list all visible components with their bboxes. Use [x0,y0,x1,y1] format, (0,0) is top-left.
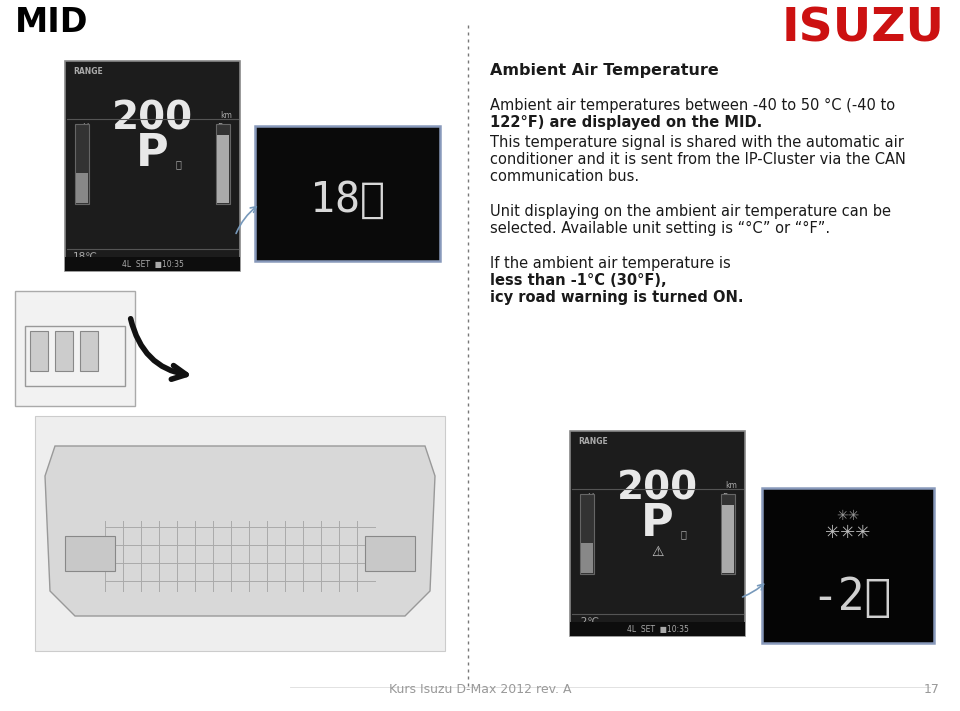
Text: C  AUTO ILLUMI  E: C AUTO ILLUMI E [578,624,637,630]
Bar [76,173,88,203]
Bar [762,488,934,643]
Text: conditioner and it is sent from the IP-Cluster via the CAN: conditioner and it is sent from the IP-C… [490,152,906,167]
Text: RANGE: RANGE [73,67,103,76]
Bar [570,622,745,636]
Bar [25,326,125,386]
Bar [255,126,440,261]
Text: MID: MID [15,6,88,39]
Text: P: P [641,503,674,545]
Bar [30,331,48,371]
Bar [55,331,73,371]
Text: Ambient Air Temperature: Ambient Air Temperature [490,63,719,78]
Text: If the ambient air temperature is: If the ambient air temperature is [490,256,735,271]
Bar [216,124,230,204]
Text: -2℃: -2℃ [811,577,892,619]
Text: km: km [725,481,737,490]
Bar [581,543,593,573]
Text: H: H [82,123,88,132]
Text: P: P [136,132,169,176]
Text: This temperature signal is shared with the automatic air: This temperature signal is shared with t… [490,135,904,150]
Text: ✳✳: ✳✳ [836,509,859,523]
Text: ⛽: ⛽ [681,529,686,539]
Text: ⛽: ⛽ [176,159,181,169]
Bar [65,61,240,271]
Text: ISUZU: ISUZU [782,6,945,51]
Text: ✳✳✳: ✳✳✳ [826,524,871,542]
Bar [570,431,745,636]
Text: F: F [723,493,728,502]
Text: selected. Available unit setting is “°C” or “°F”.: selected. Available unit setting is “°C”… [490,221,830,236]
Polygon shape [45,446,435,616]
Text: 122°F) are displayed on the MID.: 122°F) are displayed on the MID. [490,115,762,130]
Text: 200: 200 [112,99,193,137]
Bar [65,536,115,571]
Text: 200: 200 [617,469,698,507]
Bar [75,124,89,204]
Text: Ambient air temperatures between -40 to 50 °C (-40 to: Ambient air temperatures between -40 to … [490,98,895,113]
Text: 18℃: 18℃ [73,252,98,262]
Text: 4L  SET  ■10:35: 4L SET ■10:35 [627,625,688,634]
Text: less than -1°C (30°F),: less than -1°C (30°F), [490,273,666,288]
Text: 18℃: 18℃ [310,179,385,221]
Text: communication bus.: communication bus. [490,169,639,184]
Bar [80,331,98,371]
Bar [217,135,229,203]
Bar [65,257,240,271]
Bar [722,505,734,573]
Text: Kurs Isuzu D-Max 2012 rev. A: Kurs Isuzu D-Max 2012 rev. A [389,683,571,696]
Text: icy road warning is turned ON.: icy road warning is turned ON. [490,290,743,305]
Bar [35,416,445,651]
Text: -2℃: -2℃ [578,617,600,627]
Text: H: H [587,493,593,502]
Text: Unit displaying on the ambient air temperature can be: Unit displaying on the ambient air tempe… [490,204,891,219]
Bar [721,494,735,574]
Bar [15,291,135,406]
Text: F: F [218,123,223,132]
Text: ⚠: ⚠ [651,545,663,559]
Bar [580,494,594,574]
Text: C  AUTO ILLUMI  E: C AUTO ILLUMI E [73,259,132,265]
Text: km: km [220,111,232,120]
Text: 17: 17 [924,683,940,696]
Bar [365,536,415,571]
Text: RANGE: RANGE [578,437,608,446]
Text: 4L  SET  ■10:35: 4L SET ■10:35 [122,260,183,269]
